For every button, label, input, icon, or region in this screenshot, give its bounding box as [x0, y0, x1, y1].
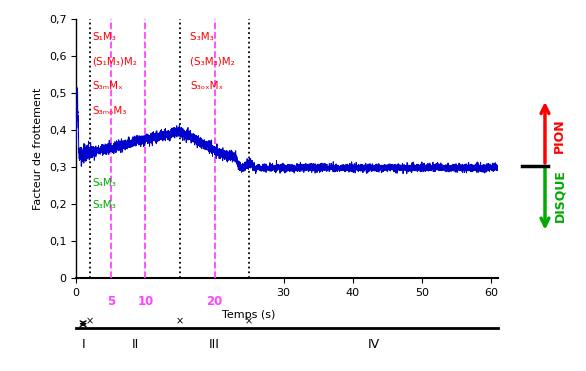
Text: 5: 5 [107, 295, 115, 308]
Text: S₃M₃: S₃M₃ [92, 200, 116, 210]
Text: III: III [209, 338, 220, 351]
Text: DISQUE: DISQUE [553, 170, 566, 222]
Text: S₁M₃: S₁M₃ [92, 32, 116, 42]
Text: S₃ₒₓMₓ: S₃ₒₓMₓ [190, 81, 223, 91]
Text: S₃⁣M₃: S₃⁣M₃ [190, 32, 214, 42]
Text: S₄M₃: S₄M₃ [92, 178, 116, 188]
Text: II: II [131, 338, 139, 351]
Y-axis label: Facteur de frottement: Facteur de frottement [33, 87, 43, 210]
Text: 10: 10 [137, 295, 154, 308]
Text: 20: 20 [206, 295, 223, 308]
Text: I: I [81, 338, 85, 351]
Text: ×: × [176, 316, 184, 326]
Text: S₃ₘMₓ: S₃ₘMₓ [92, 81, 122, 91]
Text: Temps (s): Temps (s) [223, 310, 276, 320]
Text: PION: PION [553, 118, 566, 153]
Text: (S₁M₃)M₂: (S₁M₃)M₂ [92, 56, 137, 66]
Text: ×: × [245, 316, 253, 326]
Text: IV: IV [367, 338, 380, 351]
Text: (S₃⁣M₃)M₂: (S₃⁣M₃)M₂ [190, 56, 235, 66]
Text: S₃ₘₒM₃: S₃ₘₒM₃ [92, 106, 127, 116]
Text: ×: × [86, 316, 94, 326]
